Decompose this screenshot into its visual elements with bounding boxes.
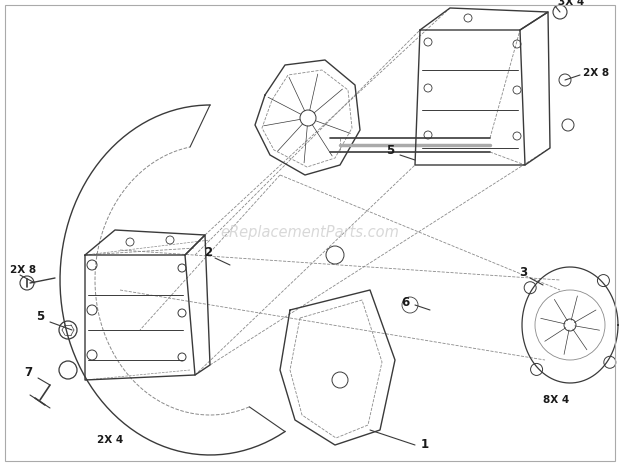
Text: 7: 7 [24,366,32,379]
Text: eReplacementParts.com: eReplacementParts.com [221,226,399,240]
Text: 2: 2 [204,247,212,260]
Text: 5: 5 [36,310,44,323]
Text: 3: 3 [519,267,527,280]
Text: 8X 4: 8X 4 [543,395,569,405]
Text: 1: 1 [421,439,429,452]
Text: 6: 6 [401,295,409,308]
Text: 2X 4: 2X 4 [97,435,123,445]
Text: 2X 8: 2X 8 [583,68,609,78]
Text: 2X 8: 2X 8 [10,265,36,275]
Text: 5: 5 [386,144,394,157]
Text: 3X 4: 3X 4 [558,0,584,7]
